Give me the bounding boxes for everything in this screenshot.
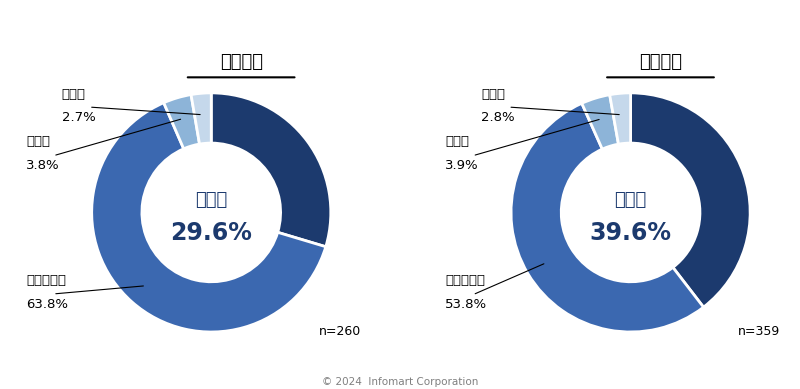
- Text: © 2024  Infomart Corporation: © 2024 Infomart Corporation: [322, 377, 478, 387]
- Text: 2.7%: 2.7%: [62, 112, 95, 124]
- Text: 39.6%: 39.6%: [590, 221, 671, 245]
- Wedge shape: [511, 103, 703, 332]
- Text: 発行業務: 発行業務: [220, 53, 262, 71]
- Text: 受領業務: 受領業務: [639, 53, 682, 71]
- Wedge shape: [630, 93, 750, 307]
- Text: その他: その他: [481, 88, 505, 101]
- Wedge shape: [610, 93, 630, 144]
- Wedge shape: [582, 95, 618, 149]
- Text: その他: その他: [62, 88, 86, 101]
- Text: 3.9%: 3.9%: [446, 159, 479, 172]
- Wedge shape: [164, 95, 199, 149]
- Text: 3.8%: 3.8%: [26, 159, 59, 172]
- Text: 増えた: 増えた: [614, 191, 646, 210]
- Text: 減った: 減った: [446, 135, 470, 148]
- Text: 増えた: 増えた: [195, 191, 227, 210]
- Text: n=260: n=260: [318, 325, 361, 338]
- Text: 変わらない: 変わらない: [446, 274, 486, 287]
- Wedge shape: [191, 93, 211, 144]
- Wedge shape: [211, 93, 331, 247]
- Text: n=359: n=359: [738, 325, 780, 338]
- Text: 変わらない: 変わらない: [26, 274, 66, 287]
- Wedge shape: [92, 103, 326, 332]
- Text: 63.8%: 63.8%: [26, 298, 68, 311]
- Text: 29.6%: 29.6%: [170, 221, 252, 245]
- Text: 減った: 減った: [26, 135, 50, 148]
- Text: 2.8%: 2.8%: [481, 112, 514, 124]
- Text: 53.8%: 53.8%: [446, 298, 487, 311]
